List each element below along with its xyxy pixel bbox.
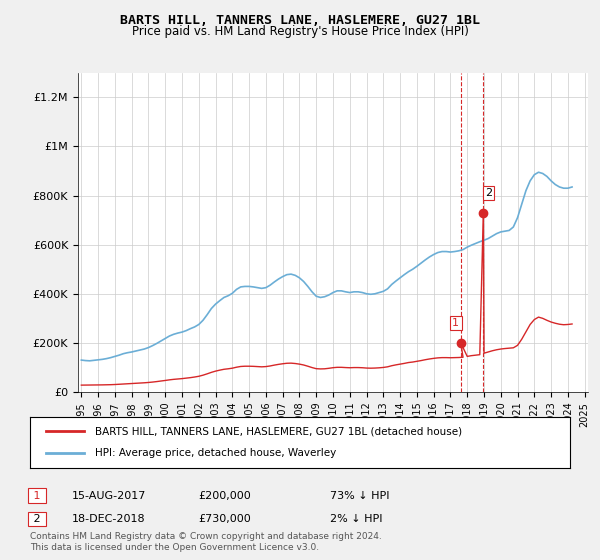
Text: 2% ↓ HPI: 2% ↓ HPI <box>330 514 383 524</box>
Text: Price paid vs. HM Land Registry's House Price Index (HPI): Price paid vs. HM Land Registry's House … <box>131 25 469 38</box>
Text: BARTS HILL, TANNERS LANE, HASLEMERE, GU27 1BL (detached house): BARTS HILL, TANNERS LANE, HASLEMERE, GU2… <box>95 426 462 436</box>
Text: £730,000: £730,000 <box>198 514 251 524</box>
Text: 1: 1 <box>452 318 460 328</box>
Text: 1: 1 <box>30 491 44 501</box>
Text: 18-DEC-2018: 18-DEC-2018 <box>72 514 146 524</box>
Text: Contains HM Land Registry data © Crown copyright and database right 2024.
This d: Contains HM Land Registry data © Crown c… <box>30 532 382 552</box>
Text: 15-AUG-2017: 15-AUG-2017 <box>72 491 146 501</box>
Text: 2: 2 <box>485 188 492 198</box>
Text: BARTS HILL, TANNERS LANE, HASLEMERE, GU27 1BL: BARTS HILL, TANNERS LANE, HASLEMERE, GU2… <box>120 14 480 27</box>
Text: HPI: Average price, detached house, Waverley: HPI: Average price, detached house, Wave… <box>95 449 336 459</box>
Text: £200,000: £200,000 <box>198 491 251 501</box>
Text: 2: 2 <box>30 514 44 524</box>
Text: 73% ↓ HPI: 73% ↓ HPI <box>330 491 389 501</box>
